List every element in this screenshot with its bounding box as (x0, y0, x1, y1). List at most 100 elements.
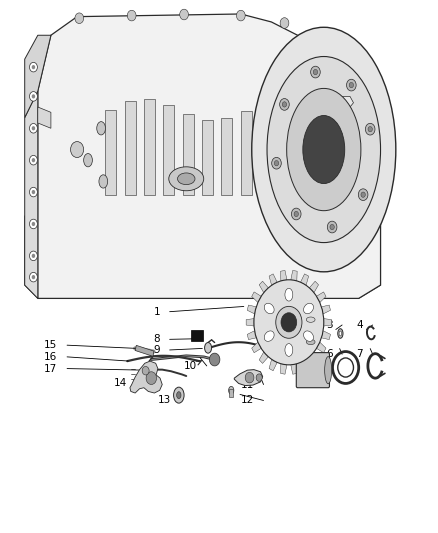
Bar (125, 101, 136, 195)
Ellipse shape (99, 175, 108, 188)
Ellipse shape (205, 343, 212, 353)
Bar (163, 104, 174, 195)
Ellipse shape (303, 116, 345, 183)
Polygon shape (317, 342, 326, 353)
Circle shape (279, 99, 289, 110)
Ellipse shape (285, 288, 293, 301)
Circle shape (209, 353, 220, 366)
Bar (202, 120, 213, 195)
Ellipse shape (264, 331, 274, 341)
Polygon shape (324, 319, 332, 326)
Polygon shape (234, 369, 263, 385)
Circle shape (254, 280, 324, 365)
Polygon shape (341, 96, 353, 107)
Ellipse shape (84, 154, 92, 167)
Text: 12: 12 (240, 395, 254, 406)
Polygon shape (309, 352, 318, 364)
Ellipse shape (252, 27, 396, 272)
Circle shape (282, 102, 286, 107)
Ellipse shape (306, 340, 315, 345)
Text: 16: 16 (44, 352, 57, 362)
Polygon shape (259, 281, 268, 293)
Text: 13: 13 (158, 395, 171, 406)
Polygon shape (252, 342, 261, 353)
Text: 1: 1 (153, 306, 160, 317)
Circle shape (32, 275, 35, 279)
Polygon shape (25, 91, 38, 298)
Polygon shape (281, 364, 287, 374)
Circle shape (29, 251, 37, 261)
Polygon shape (269, 359, 277, 371)
Polygon shape (341, 160, 353, 171)
Circle shape (349, 83, 353, 88)
Circle shape (256, 374, 262, 381)
Bar (230, 389, 233, 397)
Circle shape (29, 272, 37, 282)
Ellipse shape (339, 331, 342, 336)
Text: 4: 4 (357, 320, 363, 330)
Ellipse shape (304, 331, 314, 341)
Circle shape (330, 224, 334, 230)
Text: 11: 11 (240, 379, 254, 390)
Bar (222, 118, 233, 195)
Polygon shape (247, 330, 256, 340)
Text: 17: 17 (44, 364, 57, 374)
Text: 7: 7 (357, 349, 363, 359)
Ellipse shape (285, 344, 293, 357)
Circle shape (180, 9, 188, 20)
Circle shape (32, 254, 35, 258)
Ellipse shape (169, 167, 204, 191)
Circle shape (32, 222, 35, 226)
Polygon shape (247, 305, 256, 314)
Ellipse shape (173, 387, 184, 403)
Circle shape (313, 69, 318, 75)
Polygon shape (321, 330, 331, 340)
Circle shape (32, 190, 35, 194)
Circle shape (127, 10, 136, 21)
Circle shape (311, 66, 320, 78)
Circle shape (365, 123, 375, 135)
Polygon shape (259, 352, 268, 364)
Circle shape (368, 126, 372, 132)
Polygon shape (269, 274, 277, 285)
Polygon shape (38, 107, 51, 128)
Text: 6: 6 (326, 349, 332, 359)
Text: 5: 5 (293, 349, 300, 359)
Circle shape (29, 219, 37, 229)
Bar (144, 99, 155, 195)
Text: 3: 3 (326, 320, 332, 330)
Circle shape (294, 212, 298, 216)
Circle shape (245, 372, 254, 383)
Polygon shape (309, 281, 318, 293)
Circle shape (146, 372, 156, 384)
Circle shape (32, 94, 35, 99)
Circle shape (32, 65, 35, 69)
Circle shape (142, 367, 149, 375)
Circle shape (32, 158, 35, 163)
Text: 8: 8 (153, 334, 160, 344)
Ellipse shape (177, 173, 195, 184)
FancyBboxPatch shape (296, 353, 329, 387)
Text: 2: 2 (293, 320, 300, 330)
Text: 10: 10 (184, 361, 197, 371)
Polygon shape (25, 208, 381, 298)
Ellipse shape (97, 122, 106, 135)
Circle shape (361, 192, 365, 197)
Text: 9: 9 (153, 345, 160, 355)
Circle shape (358, 189, 368, 200)
Circle shape (272, 157, 281, 169)
Ellipse shape (304, 303, 314, 314)
Text: 15: 15 (44, 340, 57, 350)
Ellipse shape (264, 303, 274, 314)
Circle shape (327, 221, 337, 233)
Circle shape (75, 13, 84, 23)
Polygon shape (130, 361, 162, 393)
Polygon shape (246, 319, 254, 326)
Polygon shape (300, 359, 309, 371)
Circle shape (29, 124, 37, 133)
Ellipse shape (338, 329, 343, 338)
Circle shape (29, 187, 37, 197)
Circle shape (29, 62, 37, 72)
Bar (183, 114, 194, 195)
Polygon shape (341, 139, 353, 150)
